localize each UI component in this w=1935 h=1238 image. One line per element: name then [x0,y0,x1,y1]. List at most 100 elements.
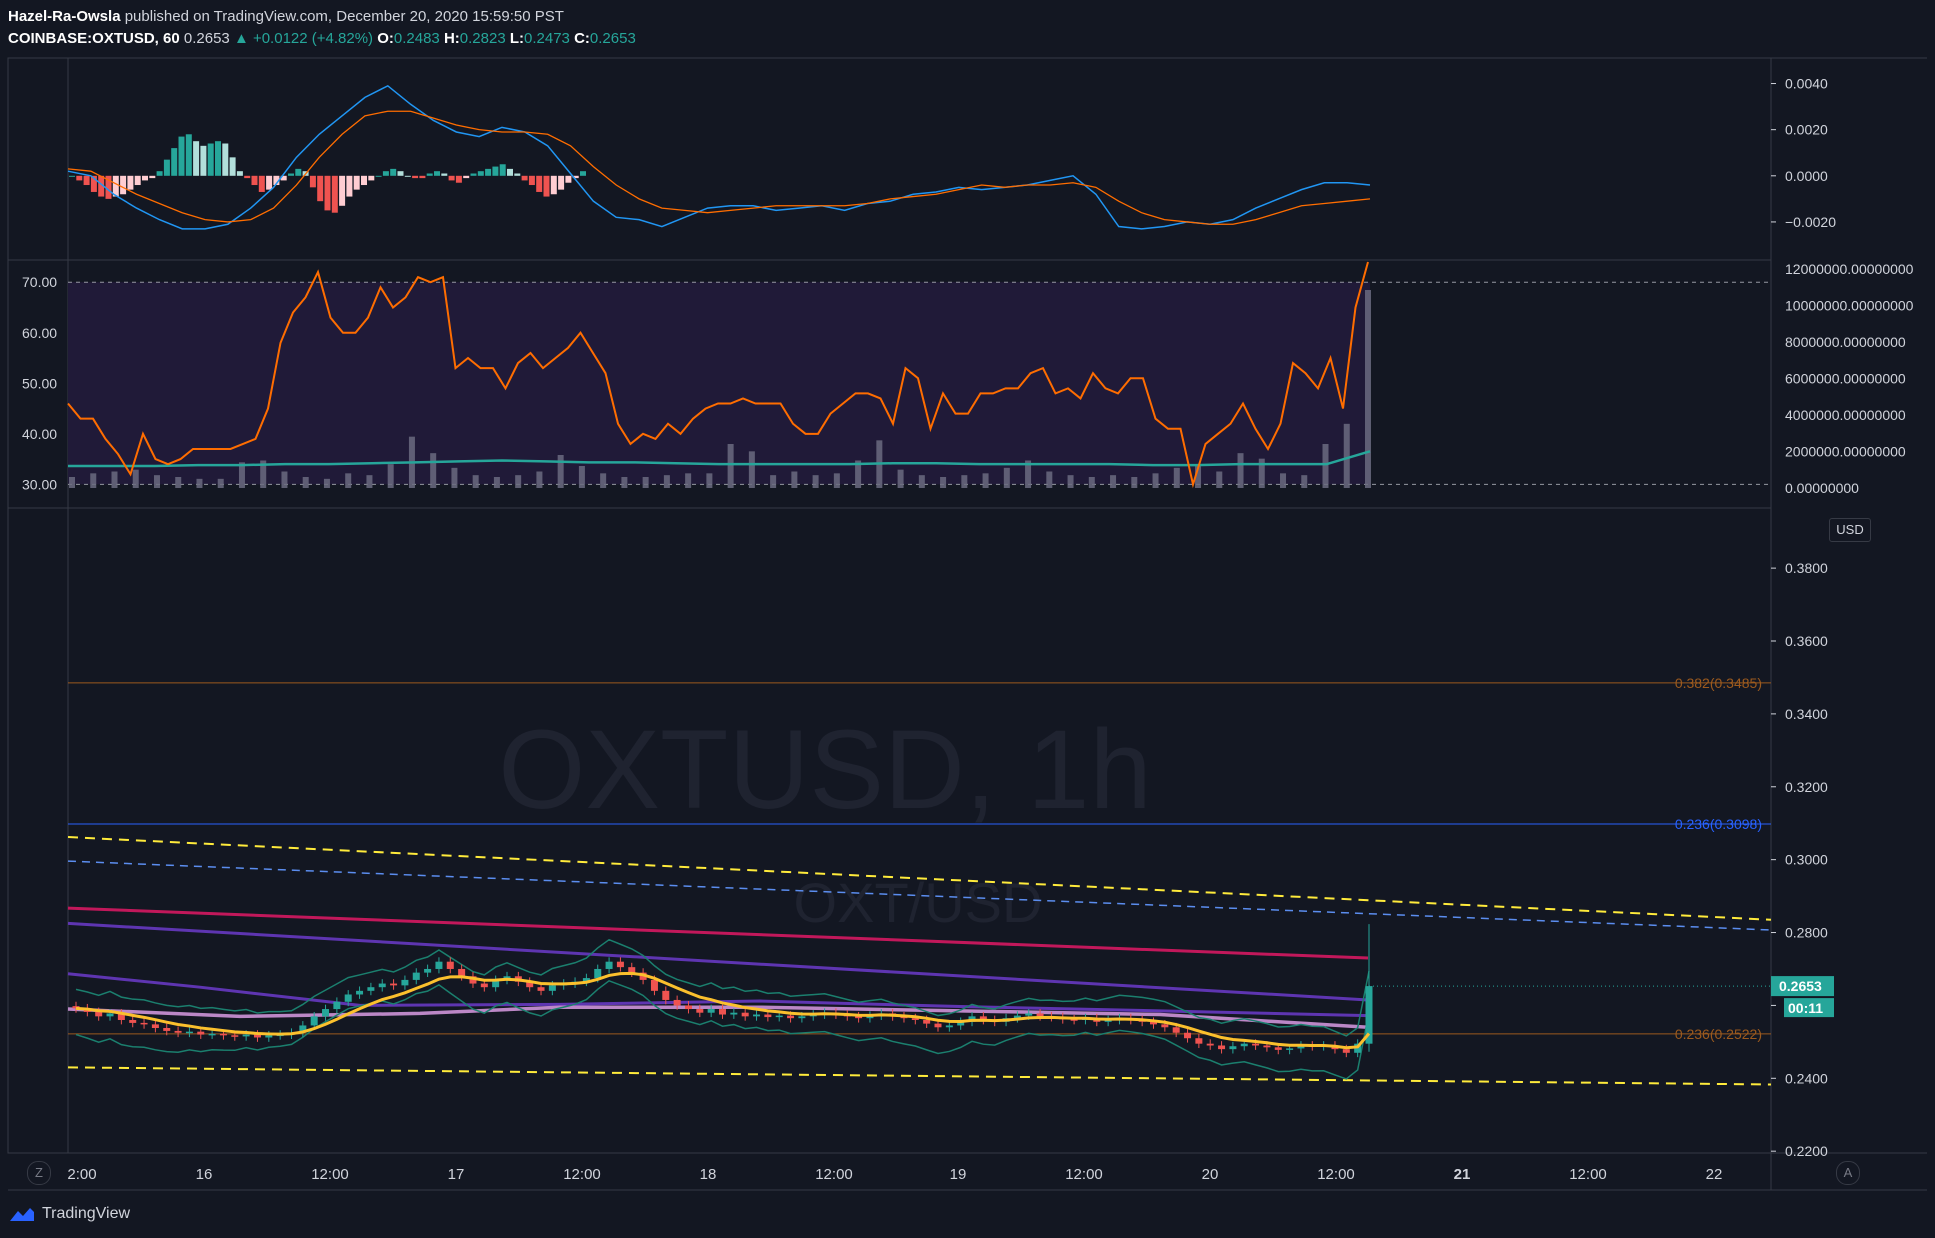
candle-body [95,1011,103,1017]
last-price-label: 0.2653 [1779,978,1822,994]
volume-bar [961,475,968,488]
candle [469,971,477,988]
volume-bar [1280,473,1287,488]
candle-body [356,990,364,995]
macd-histogram-bar [470,173,477,176]
macd-histogram-bar [528,175,535,186]
macd-tick-label: −0.0020 [1785,214,1836,230]
candle [492,975,500,992]
publish-line: Hazel-Ra-Owsla published on TradingView.… [8,6,636,28]
close-value: 0.2653 [589,30,636,47]
volume-bar [238,462,245,488]
macd-histogram-bar [98,175,105,197]
candle [378,979,386,992]
volume-bar [791,471,798,488]
time-tick-label: 12:00 [1065,1166,1103,1183]
candle [344,990,352,1007]
time-tick-label: 16 [196,1166,213,1183]
candle-body [435,961,443,969]
time-tick-label: 18 [700,1166,717,1183]
macd-histogram-bar [295,168,302,176]
volume-bar [90,473,97,488]
macd-histogram-bar [463,175,470,179]
volume-bar [642,477,649,488]
candle-body [1286,1048,1294,1050]
volume-bar [812,475,819,488]
volume-bar [366,475,373,488]
candle-body [265,1035,273,1038]
macd-histogram-bar [441,173,448,176]
candle-body [957,1021,965,1026]
candle-body [753,1014,761,1017]
macd-histogram-bar [361,175,367,186]
macd-histogram-bar [412,175,419,179]
candle-body [1229,1046,1237,1050]
candle [333,997,341,1014]
candle [424,964,432,977]
volume-bar [260,460,267,488]
symbol-label[interactable]: COINBASE:OXTUSD, 60 [8,30,180,47]
candlesticks [72,957,1373,1058]
macd-histogram-bar [477,171,484,176]
volume-bar [132,469,139,488]
candle-body [1240,1043,1248,1047]
bollinger-lower [75,979,1370,1080]
price-tick-label: 0.3200 [1785,779,1828,795]
candle-body [1206,1043,1214,1046]
ema-line [75,971,1371,1050]
candle [753,1010,761,1021]
rsi-tick-label: 70.00 [22,274,57,290]
candle-body [299,1025,307,1033]
candle [730,1008,738,1019]
macd-tick-label: 0.0000 [1785,168,1828,184]
candle [866,1011,874,1023]
volume-tick-label: 10000000.00000000 [1785,297,1914,313]
candle [322,1004,330,1021]
candle-body [923,1019,931,1024]
countdown-badge [1784,998,1834,1018]
macd-histogram-bar [171,148,178,176]
auto-scale-button[interactable]: A [1836,1161,1860,1185]
currency-button[interactable]: USD [1829,518,1871,542]
last-price-badge [1771,976,1834,997]
candle [129,1015,137,1028]
candle-body [208,1033,216,1036]
macd-histogram-bar [485,168,492,176]
candle [662,986,670,1005]
footer-brand[interactable]: TradingView [42,1205,131,1222]
fib-level-label: 0.236(0.2522) [1675,1026,1762,1042]
candle-body [548,985,556,991]
macd-histogram-bar [280,175,287,181]
volume-bar [982,473,989,488]
author-name[interactable]: Hazel-Ra-Owsla [8,8,121,25]
candle [72,1001,80,1013]
candle [1184,1028,1192,1043]
volume-bar [515,475,522,488]
candle-body [1263,1045,1271,1048]
candle [151,1019,159,1033]
macd-histogram-bar [390,168,397,176]
candle-body [310,1016,318,1026]
time-tick-label: 21 [1454,1166,1471,1183]
candle-body [1172,1027,1180,1033]
volume-bar [663,475,670,488]
candle-body [582,978,590,982]
macd-histogram-bar [69,175,75,177]
volume-tick-label: 4000000.00000000 [1785,407,1906,423]
macd-histogram-bar [149,175,156,179]
candle [1013,1011,1021,1023]
ohlc-line: COINBASE:OXTUSD, 60 0.2653 ▲ +0.0122 (+4… [8,28,636,50]
candle [957,1017,965,1030]
candle-body [390,983,398,986]
rsi-line [67,261,1369,489]
volume-bar [1365,290,1371,488]
bollinger-upper [75,938,1370,1037]
candle-body [594,968,602,979]
candle-body [163,1028,171,1031]
candle-body [401,979,409,986]
chart-header: Hazel-Ra-Owsla published on TradingView.… [8,6,636,50]
macd-histogram-bar [317,175,324,202]
macd-histogram-bar [207,143,214,176]
zoom-button[interactable]: Z [27,1161,51,1185]
